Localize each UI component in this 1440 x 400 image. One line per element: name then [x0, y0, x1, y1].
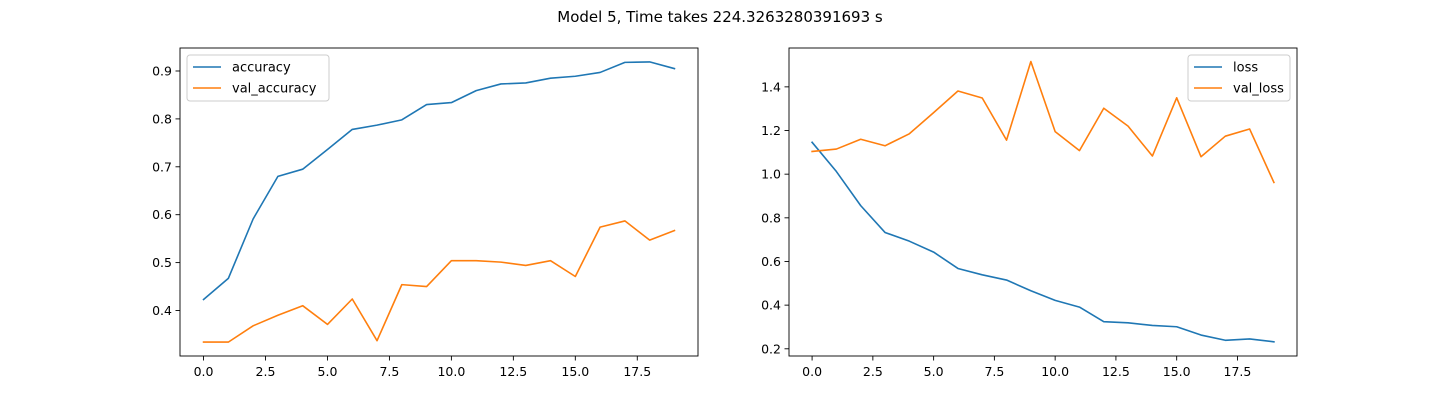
- loss-subplot: 0.0 2.5 5.0 7.5 10.0 12.5 15.0 17.5 0.2 0.4 0.6 0.8…: [761, 47, 1298, 379]
- series-line-val_accuracy: [202, 220, 676, 343]
- y-tick-label: 0.7: [152, 159, 172, 174]
- x-tick-label: 15.0: [1163, 364, 1191, 379]
- x-tick-label: 2.5: [256, 364, 276, 379]
- x-tick-label: 7.5: [379, 364, 399, 379]
- x-tick-label: 7.5: [984, 364, 1004, 379]
- y-tick-label: 1.2: [761, 123, 781, 138]
- series-line-accuracy: [202, 61, 676, 301]
- x-tick-label: 10.0: [437, 364, 465, 379]
- y-tick-label: 0.8: [152, 111, 172, 126]
- x-tick-label: 10.0: [1041, 364, 1069, 379]
- x-tick-label: 12.5: [1102, 364, 1130, 379]
- x-tick-label: 5.0: [924, 364, 944, 379]
- legend: loss val_loss: [1187, 54, 1291, 102]
- y-tick-label: 0.5: [152, 255, 172, 270]
- axes-frame: [788, 47, 1298, 357]
- series-line-loss: [810, 141, 1275, 343]
- x-tick-label: 15.0: [561, 364, 589, 379]
- legend-label-val_loss: val_loss: [1233, 82, 1284, 97]
- legend-box: [186, 54, 330, 102]
- x-tick-label: 0.0: [802, 364, 822, 379]
- y-tick-label: 0.2: [761, 341, 781, 356]
- legend-label-val_accuracy: val_accuracy: [232, 82, 317, 97]
- figure-suptitle: Model 5, Time takes 224.3263280391693 s: [557, 8, 883, 26]
- x-tick-label: 17.5: [623, 364, 651, 379]
- x-tick-label: 0.0: [194, 364, 214, 379]
- legend-label-loss: loss: [1233, 61, 1258, 76]
- x-tick-label: 12.5: [499, 364, 527, 379]
- legend: accuracy val_accuracy: [186, 54, 330, 102]
- x-tick-label: 17.5: [1224, 364, 1252, 379]
- legend-label-accuracy: accuracy: [232, 61, 291, 76]
- x-tick-label: 2.5: [863, 364, 883, 379]
- y-tick-label: 0.8: [761, 210, 781, 225]
- y-tick-label: 1.4: [761, 79, 781, 94]
- y-tick-label: 1.0: [761, 167, 781, 182]
- y-tick-label: 0.4: [152, 303, 172, 318]
- axes-frame: [179, 47, 699, 357]
- series-line-val_loss: [811, 60, 1275, 184]
- y-tick-label: 0.6: [152, 207, 172, 222]
- y-tick-label: 0.9: [152, 63, 172, 78]
- y-tick-label: 0.6: [761, 254, 781, 269]
- y-tick-label: 0.4: [761, 298, 781, 313]
- accuracy-subplot: 0.0 2.5 5.0 7.5 10.0 12.5 15.0 17.5 0.4 0.5 0.6 0.7…: [152, 47, 699, 379]
- x-tick-label: 5.0: [318, 364, 338, 379]
